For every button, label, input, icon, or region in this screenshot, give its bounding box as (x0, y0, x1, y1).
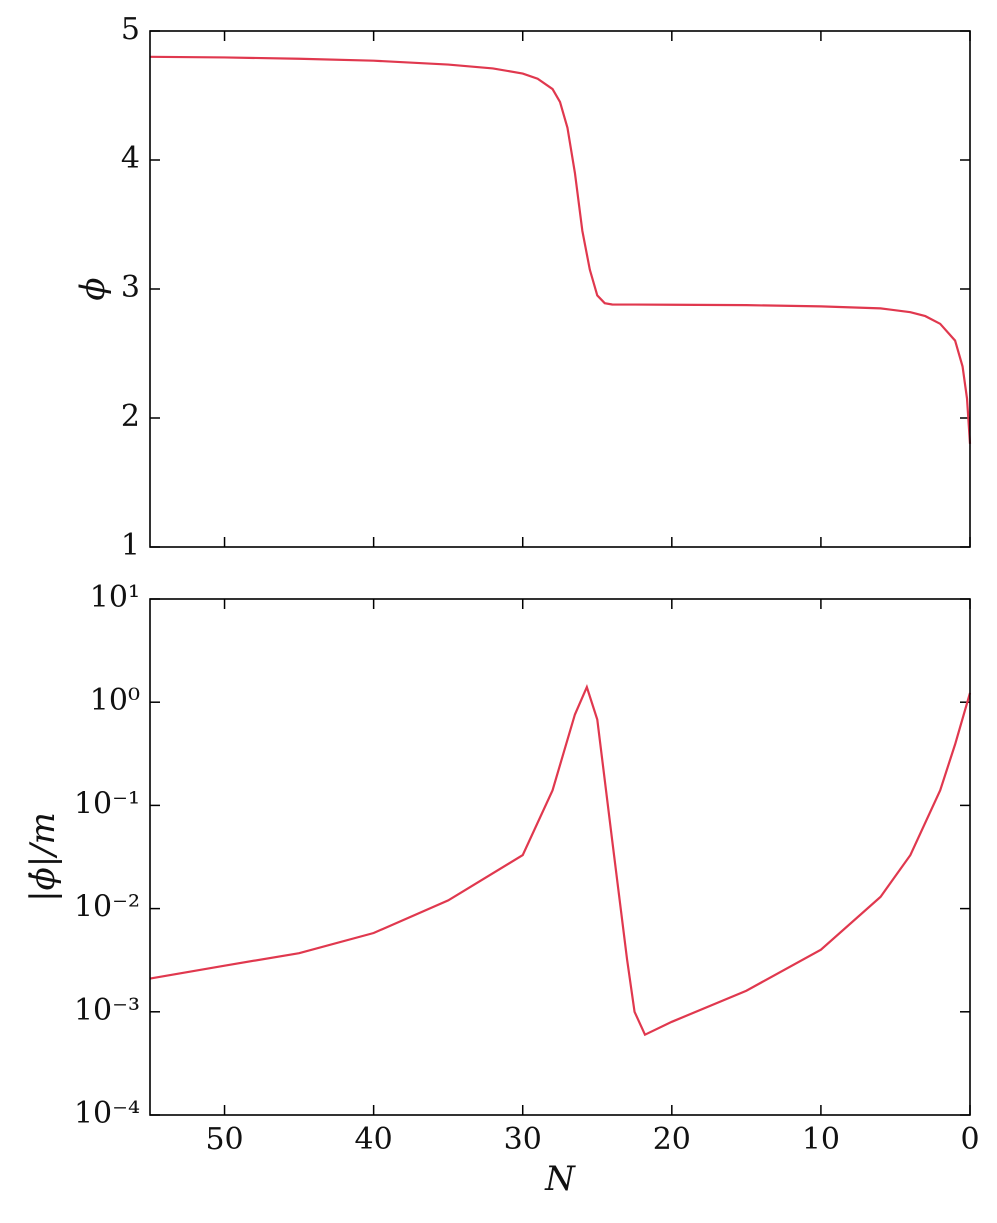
x-tick-label: 40 (355, 1122, 393, 1157)
x-tick-label: 10 (802, 1122, 840, 1157)
y-axis-label: ϕ (73, 277, 113, 300)
x-axis-label: N (544, 1159, 576, 1199)
y-tick-label: 10⁻³ (74, 993, 140, 1028)
y-tick-label: 10⁻¹ (74, 786, 140, 821)
y-tick-label: 10⁻² (74, 890, 140, 925)
plot-frame (149, 598, 971, 1116)
x-tick-label: 20 (653, 1122, 691, 1157)
y-tick-label: 5 (121, 12, 140, 47)
x-tick-label: 50 (205, 1122, 243, 1157)
y-tick-label: 1 (121, 528, 140, 563)
x-tick-label: 30 (504, 1122, 542, 1157)
y-tick-label: 3 (121, 270, 140, 305)
y-tick-label: 10⁰ (90, 683, 140, 718)
y-tick-label: 2 (121, 399, 140, 434)
data-line (149, 684, 972, 1037)
y-tick-label: 10¹ (90, 580, 140, 615)
y-tick-label: 4 (121, 141, 140, 176)
data-line (149, 55, 972, 444)
y-axis-label: |ϕ̇|/m (23, 812, 63, 902)
plot-frame (149, 30, 971, 548)
y-tick-label: 10⁻⁴ (74, 1096, 140, 1131)
x-tick-label: 0 (960, 1122, 979, 1157)
